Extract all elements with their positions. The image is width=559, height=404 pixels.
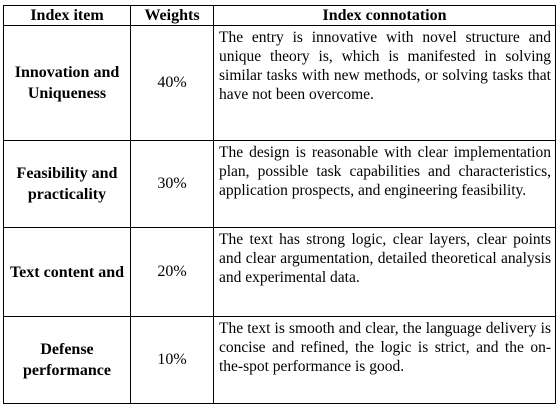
connotation-cell: The entry is innovative with novel struc… — [213, 25, 556, 141]
connotation-cell: The text is smooth and clear, the langua… — [213, 316, 556, 404]
table-row: Text content and 20% The text has strong… — [3, 227, 556, 317]
weight-cell: 10% — [130, 316, 214, 404]
table-row: Innovation and Uniqueness 40% The entry … — [3, 25, 556, 141]
connotation-cell: The design is reasonable with clear impl… — [213, 140, 556, 228]
connotation-cell: The text has strong logic, clear layers,… — [213, 227, 556, 317]
index-item-cell: Feasibility and practicality — [3, 140, 131, 228]
index-item-cell: Defense performance — [3, 316, 131, 404]
weight-cell: 40% — [130, 25, 214, 141]
index-table: Index item Weights Index connotation Inn… — [3, 5, 556, 404]
header-index-connotation: Index connotation — [213, 5, 556, 26]
header-weights: Weights — [130, 5, 214, 26]
header-index-item: Index item — [3, 5, 131, 26]
weight-cell: 20% — [130, 227, 214, 317]
index-item-cell: Innovation and Uniqueness — [3, 25, 131, 141]
weight-cell: 30% — [130, 140, 214, 228]
index-item-cell: Text content and — [3, 227, 131, 317]
table-row: Defense performance 10% The text is smoo… — [3, 316, 556, 404]
header-row: Index item Weights Index connotation — [3, 5, 556, 26]
table-row: Feasibility and practicality 30% The des… — [3, 140, 556, 228]
